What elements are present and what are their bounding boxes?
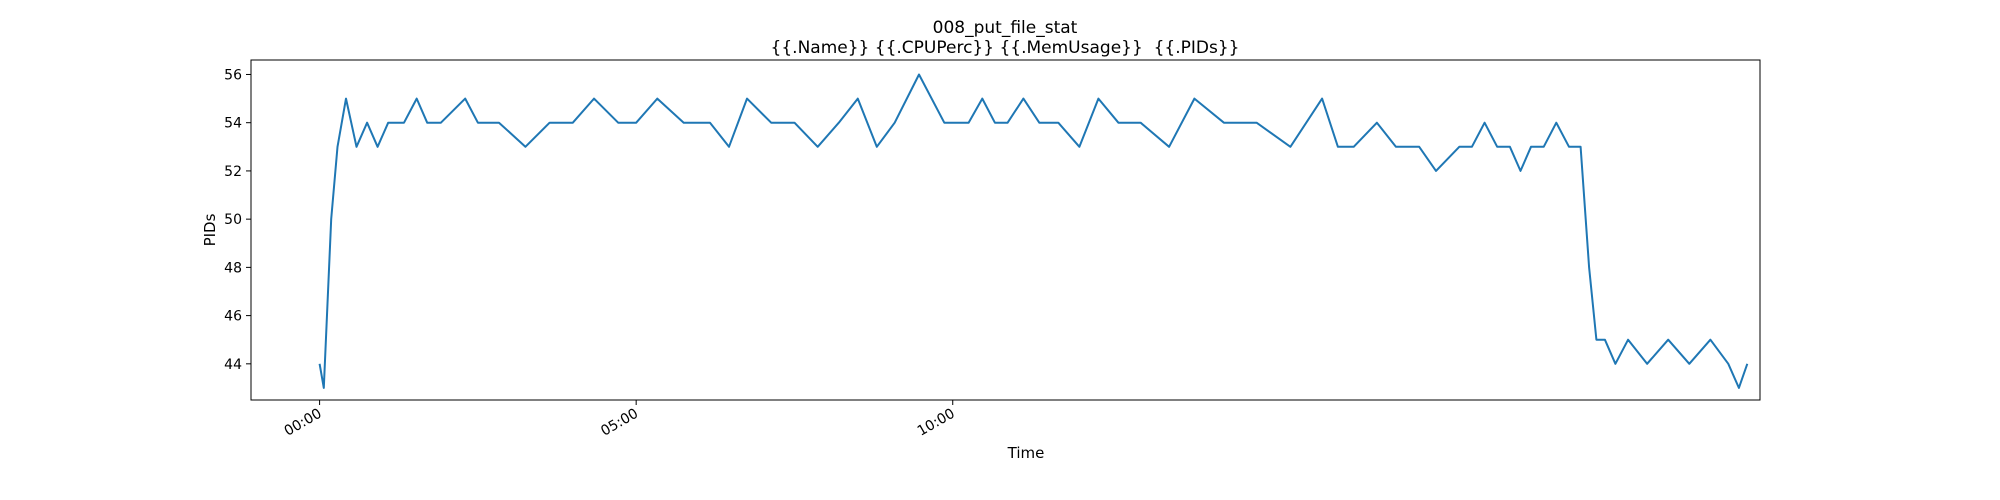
chart-title: 008_put_file_stat	[933, 18, 1078, 38]
chart-subtitle: {{.Name}} {{.CPUPerc}} {{.MemUsage}} {{.…	[771, 38, 1240, 58]
y-tick-label: 52	[224, 164, 242, 180]
y-tick-label: 50	[224, 212, 242, 228]
y-axis: 44 46 48 50 52 54 56	[224, 67, 251, 373]
series-line-0	[318, 73, 1749, 389]
y-tick-label: 54	[224, 116, 242, 132]
series-layer	[318, 73, 1749, 389]
y-tick-label: 46	[224, 309, 242, 325]
y-tick-label: 44	[224, 357, 242, 373]
y-tick-label: 48	[224, 260, 242, 276]
x-axis-label: Time	[1007, 444, 1045, 462]
plot-frame	[250, 59, 1761, 401]
y-tick-label: 56	[224, 67, 242, 83]
plot-area	[250, 59, 1761, 401]
y-axis-label: PIDs	[201, 213, 219, 246]
